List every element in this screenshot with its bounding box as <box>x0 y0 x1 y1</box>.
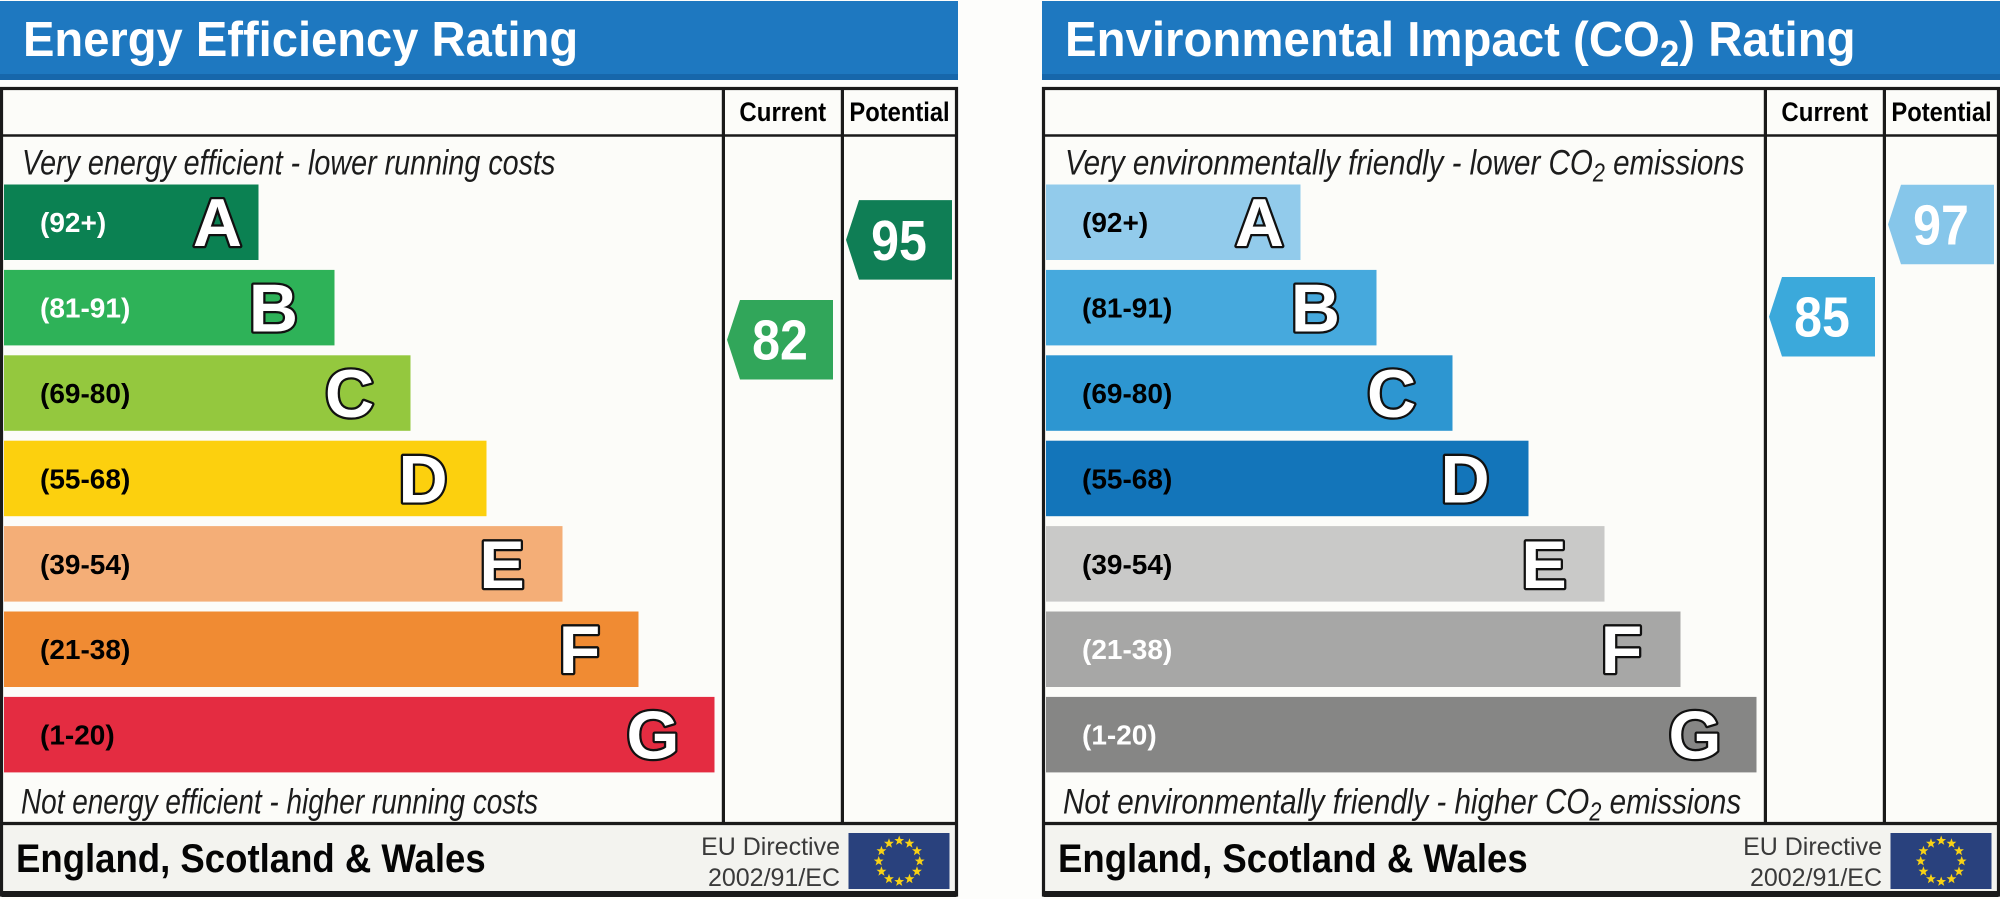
svg-text:Potential: Potential <box>1891 98 1991 128</box>
svg-text:G: G <box>1669 698 1722 774</box>
svg-text:C: C <box>1367 356 1416 432</box>
svg-text:Current: Current <box>1781 98 1868 128</box>
svg-text:97: 97 <box>1913 194 1969 258</box>
svg-text:B: B <box>1291 271 1340 347</box>
svg-text:(21-38): (21-38) <box>40 634 130 665</box>
svg-text:A: A <box>1235 185 1284 261</box>
svg-text:Very environmentally friendly: Very environmentally friendly - lower CO… <box>1065 142 1745 188</box>
svg-text:(21-38): (21-38) <box>1082 634 1172 665</box>
svg-text:D: D <box>1440 442 1489 518</box>
svg-text:(81-91): (81-91) <box>1082 293 1172 324</box>
svg-text:E: E <box>1521 527 1566 603</box>
svg-text:(81-91): (81-91) <box>40 293 130 324</box>
svg-text:EU Directive: EU Directive <box>701 833 840 861</box>
svg-text:(55-68): (55-68) <box>40 464 130 495</box>
svg-text:B: B <box>249 271 298 347</box>
svg-text:85: 85 <box>1794 286 1850 350</box>
svg-text:Very energy efficient - lower: Very energy efficient - lower running co… <box>22 143 555 183</box>
svg-text:A: A <box>193 185 242 261</box>
svg-text:(39-54): (39-54) <box>1082 549 1172 580</box>
svg-text:(55-68): (55-68) <box>1082 464 1172 495</box>
svg-text:E: E <box>479 527 524 603</box>
svg-text:EU Directive: EU Directive <box>1743 833 1882 861</box>
svg-text:England, Scotland & Wales: England, Scotland & Wales <box>1058 837 1528 882</box>
svg-text:F: F <box>1601 612 1643 688</box>
svg-text:2002/91/EC: 2002/91/EC <box>708 864 840 892</box>
svg-text:England, Scotland & Wales: England, Scotland & Wales <box>16 837 486 882</box>
svg-text:(1-20): (1-20) <box>40 720 115 751</box>
svg-text:D: D <box>398 442 447 518</box>
svg-text:Potential: Potential <box>849 98 949 128</box>
svg-text:(69-80): (69-80) <box>1082 378 1172 409</box>
svg-text:Current: Current <box>739 98 826 128</box>
svg-text:C: C <box>325 356 374 432</box>
svg-text:82: 82 <box>752 309 808 373</box>
svg-text:Environmental Impact (CO2) Rat: Environmental Impact (CO2) Rating <box>1065 12 1856 74</box>
svg-text:F: F <box>559 612 601 688</box>
svg-text:G: G <box>627 698 680 774</box>
svg-text:(92+): (92+) <box>40 207 106 238</box>
svg-text:(1-20): (1-20) <box>1082 720 1157 751</box>
svg-text:Energy Efficiency Rating: Energy Efficiency Rating <box>23 12 578 67</box>
svg-text:Not environmentally friendly -: Not environmentally friendly - higher CO… <box>1063 781 1741 827</box>
svg-text:(92+): (92+) <box>1082 207 1148 238</box>
svg-text:95: 95 <box>871 209 927 273</box>
svg-text:Not energy efficient - higher: Not energy efficient - higher running co… <box>21 781 538 821</box>
svg-text:2002/91/EC: 2002/91/EC <box>1750 864 1882 892</box>
svg-text:(69-80): (69-80) <box>40 378 130 409</box>
svg-text:(39-54): (39-54) <box>40 549 130 580</box>
